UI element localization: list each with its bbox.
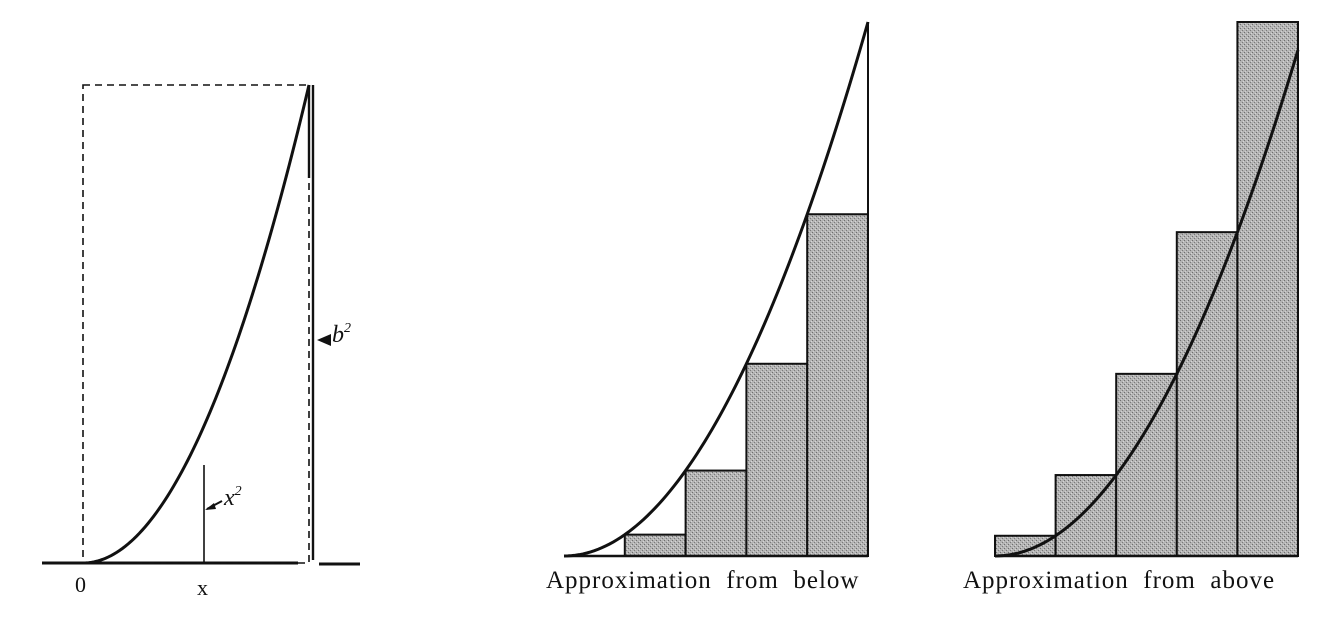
below-parabola-curve <box>563 21 870 558</box>
above-parabola-curve <box>994 49 1300 558</box>
above-rectangle <box>1236 21 1300 557</box>
x-squared-label: x2 <box>223 484 242 511</box>
above-panel: Approximation from above <box>963 21 1300 594</box>
below-rectangle <box>745 362 809 558</box>
below-panel: Approximation from below <box>546 21 870 594</box>
origin-label: 0 <box>75 572 86 597</box>
above-rectangle <box>994 534 1057 558</box>
b-squared-label: b2 <box>332 321 351 348</box>
above-rectangle <box>1175 231 1239 557</box>
parabola-curve <box>82 84 311 565</box>
b-squared-arrowhead <box>317 334 331 346</box>
bounding-box-dashed <box>82 84 310 564</box>
below-rectangles <box>623 213 870 558</box>
x-tick-label: x <box>197 575 208 600</box>
x-squared-arrowhead <box>205 503 216 510</box>
below-rectangle <box>806 213 870 558</box>
below-rectangle <box>684 469 748 557</box>
below-rectangle <box>623 533 687 558</box>
left-panel: x2 b2 0 x <box>42 84 360 600</box>
above-caption: Approximation from above <box>963 567 1275 594</box>
below-caption: Approximation from below <box>546 567 859 594</box>
above-rectangles <box>994 21 1300 558</box>
